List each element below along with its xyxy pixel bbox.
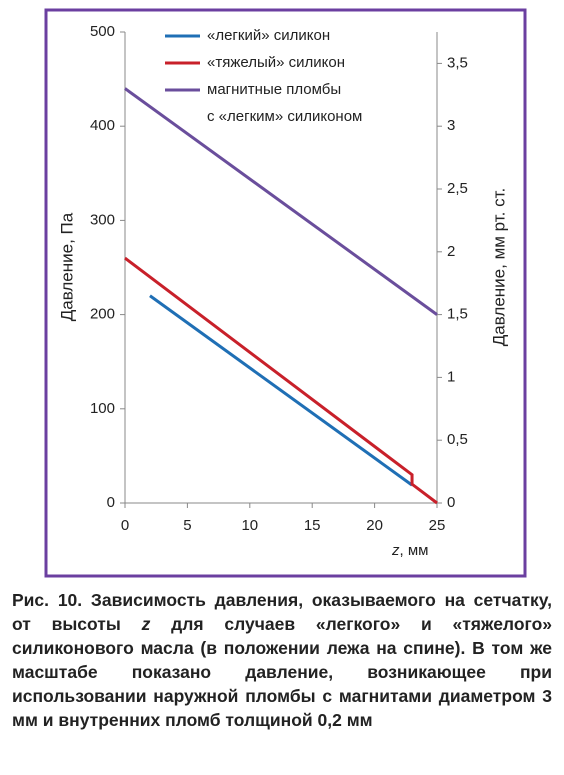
y2-tick-label: 3 (447, 117, 455, 134)
x-axis-label: z, мм (391, 542, 428, 559)
legend-line: «тяжелый» силикон (207, 54, 345, 71)
x-tick-label: 10 (241, 517, 258, 534)
series-line (149, 294, 413, 487)
y-axis-label: Давление, Па (57, 212, 76, 321)
caption-text: для случаев «легкого» и «тяжелого» силик… (12, 614, 552, 730)
x-tick-label: 0 (121, 517, 129, 534)
y-tick-label: 200 (90, 306, 115, 323)
y-tick-label: 0 (107, 494, 115, 511)
y-tick-label: 500 (90, 23, 115, 40)
legend-line: «легкий» силикон (207, 27, 330, 44)
caption-var: z (141, 614, 151, 634)
figure-border (44, 8, 527, 578)
legend-label: магнитные пломбы с «легким» силиконом (207, 81, 362, 125)
y2-tick-label: 3,5 (447, 54, 468, 71)
y-tick-label: 100 (90, 400, 115, 417)
y2-tick-label: 1,5 (447, 306, 468, 323)
y2-tick-label: 2 (447, 243, 455, 260)
y2-axis-label: Давление, мм рт. ст. (489, 188, 508, 346)
chart: z, мм Давление, Па Давление, мм рт. ст. … (44, 8, 527, 578)
y-tick-label: 400 (90, 117, 115, 134)
y2-tick-label: 1 (447, 368, 455, 385)
y2-tick-label: 2,5 (447, 180, 468, 197)
y2-tick-label: 0,5 (447, 431, 468, 448)
y-tick-label: 300 (90, 211, 115, 228)
x-tick-label: 20 (366, 517, 383, 534)
legend-line: с «легким» силиконом (207, 108, 362, 125)
series-line (124, 87, 438, 316)
y2-tick-label: 0 (447, 494, 455, 511)
x-tick-label: 25 (429, 517, 446, 534)
caption: Рис. 10. Зависимость давления, оказываем… (12, 588, 552, 732)
series-line (124, 256, 438, 505)
x-tick-label: 5 (183, 517, 191, 534)
legend-line: магнитные пломбы (207, 81, 341, 98)
legend-label: «легкий» силикон (207, 27, 330, 44)
x-tick-label: 15 (304, 517, 321, 534)
caption-text: Рис. 10. Зависимость давления, оказываем… (12, 590, 552, 634)
legend-label: «тяжелый» силикон (207, 54, 345, 71)
